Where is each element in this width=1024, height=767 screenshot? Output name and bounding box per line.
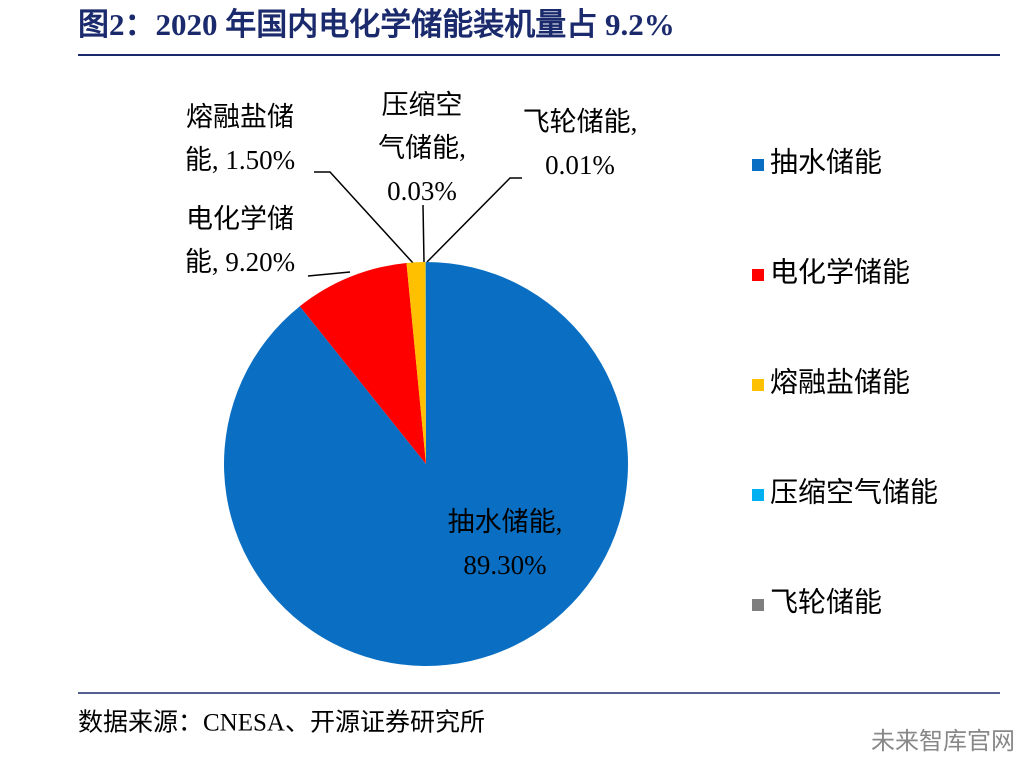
legend-label: 电化学储能 [770, 256, 910, 288]
legend-label: 抽水储能 [770, 146, 882, 178]
data-label: 气储能, [378, 133, 466, 163]
data-label: 电化学储 [186, 204, 294, 234]
legend-swatch [752, 269, 764, 281]
legend-label: 飞轮储能 [770, 586, 882, 618]
legend-swatch [752, 379, 764, 391]
legend-label: 压缩空气储能 [770, 476, 938, 508]
legend-swatch [752, 489, 764, 501]
data-label: 能, 1.50% [185, 145, 295, 175]
legend-label: 熔融盐储能 [770, 366, 910, 398]
leader-line [307, 271, 351, 277]
data-label: 0.03% [387, 176, 457, 206]
pie-slice [299, 262, 426, 464]
data-label: 抽水储能, [448, 507, 563, 537]
leader-line [314, 171, 414, 264]
data-label: 0.01% [545, 150, 615, 180]
pie-slice [224, 262, 629, 666]
legend-swatch [752, 599, 764, 611]
data-label: 飞轮储能, [523, 107, 638, 137]
leader-line [426, 177, 522, 263]
data-label: 能, 9.20% [185, 247, 295, 277]
chart-title: 图2：2020 年国内电化学储能装机量占 9.2% [78, 7, 675, 42]
data-label: 89.30% [463, 550, 546, 580]
data-label: 熔融盐储 [186, 102, 294, 132]
source-note: 数据来源：CNESA、开源证券研究所 [78, 709, 485, 737]
pie-slice [425, 262, 426, 464]
data-label: 压缩空 [382, 90, 463, 120]
legend-swatch [752, 159, 764, 171]
leader-line [422, 204, 425, 263]
watermark: 未来智库官网 [871, 727, 1015, 755]
pie-slice [406, 262, 426, 464]
leader-lines [307, 171, 522, 277]
